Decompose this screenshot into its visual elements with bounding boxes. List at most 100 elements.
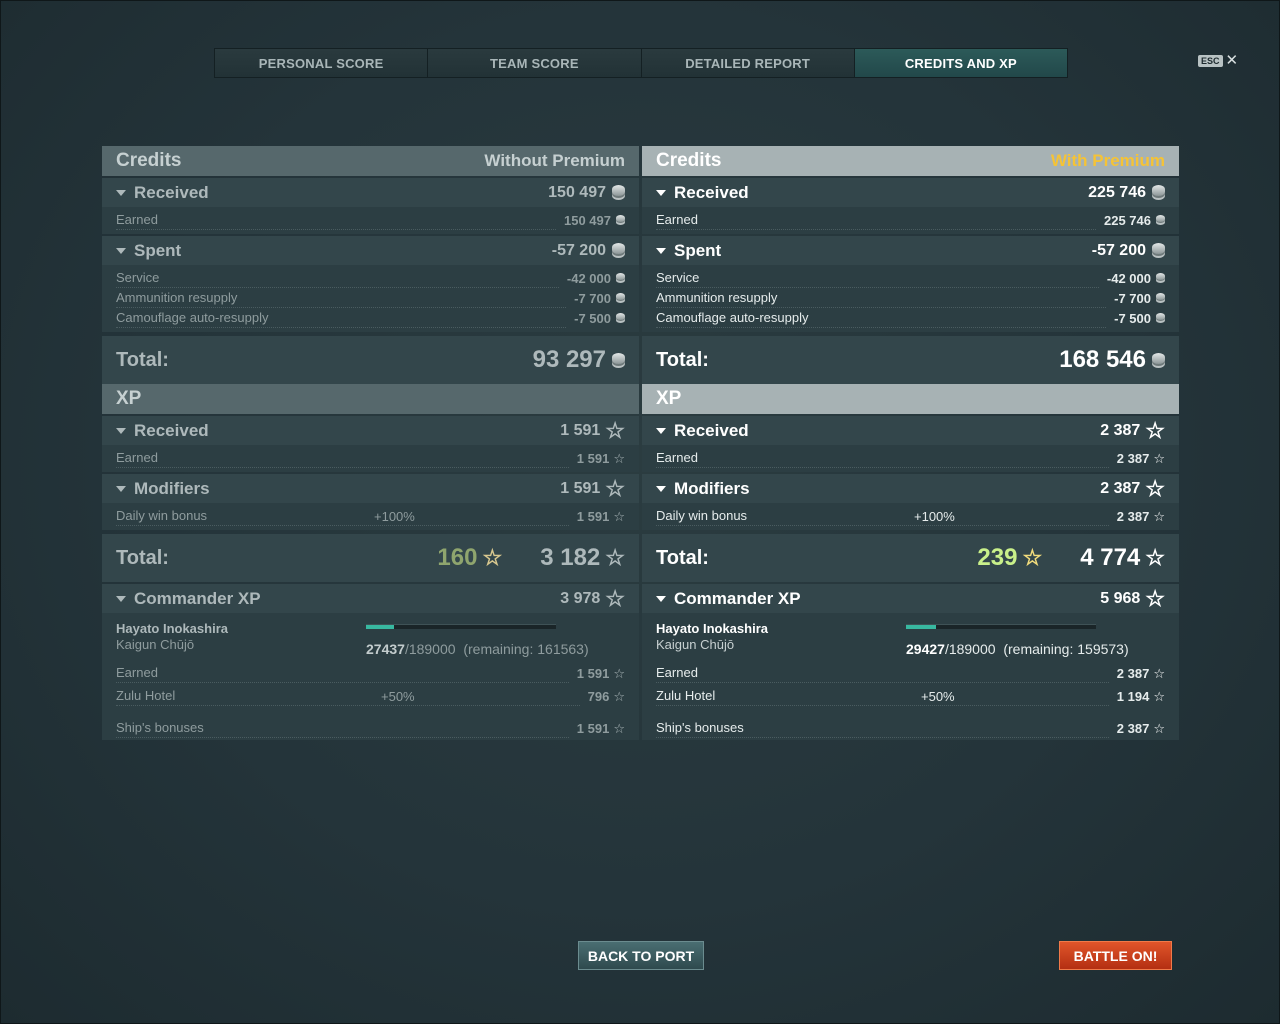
row-value: -7 500	[574, 310, 611, 326]
row-value: 2 387	[1116, 720, 1150, 736]
xp-received-section[interactable]: Received 2 387 ☆	[642, 416, 1179, 445]
xp-modifiers-section[interactable]: Modifiers 2 387 ☆	[642, 474, 1179, 503]
collapse-triangle-icon	[116, 427, 126, 434]
row-value: 2 387	[1116, 508, 1150, 524]
list-item: Ammunition resupply -7 700	[642, 288, 1179, 308]
total-label: Total:	[656, 546, 709, 569]
total-label: Total:	[116, 546, 169, 569]
credits-coin-icon	[612, 185, 625, 196]
total-value: 3 182	[540, 544, 601, 571]
row-value: 1 591	[576, 720, 610, 736]
section-value: 1 591	[560, 421, 601, 439]
tab-personal-score[interactable]: PERSONAL SCORE	[215, 49, 429, 77]
list-item: Service -42 000	[102, 268, 639, 288]
row-value: -7 700	[1114, 290, 1151, 306]
tab-team-score[interactable]: TEAM SCORE	[428, 49, 642, 77]
section-value: -57 200	[551, 241, 606, 259]
section-label: Received	[134, 182, 209, 202]
battle-button[interactable]: BATTLE ON!	[1059, 941, 1172, 970]
section-label: Received	[674, 420, 749, 440]
section-value: -57 200	[1091, 241, 1146, 259]
row-value: 2 387	[1116, 665, 1150, 681]
xp-received-rows: Earned 2 387 ☆	[642, 445, 1179, 472]
section-value: 1 591	[560, 479, 601, 497]
list-item: Earned 2 387 ☆	[656, 663, 1165, 683]
list-item: Earned 150 497	[102, 210, 639, 230]
row-value: -42 000	[1106, 270, 1151, 286]
list-item: Camouflage auto-resupply -7 500	[102, 308, 639, 328]
commander-xp-section[interactable]: Commander XP 5 968 ☆	[642, 584, 1179, 613]
collapse-triangle-icon	[656, 247, 666, 254]
commander-progress-text: 29427/189000 (remaining: 159573)	[906, 641, 1129, 657]
xp-star-icon: ☆	[605, 545, 625, 570]
credits-coin-icon	[612, 352, 625, 364]
xp-star-icon: ☆	[605, 585, 625, 611]
bonus-percent: +50%	[381, 688, 415, 704]
xp-star-icon: ☆	[1145, 545, 1165, 570]
spent-rows: Service -42 000 Ammunition resupply -7 700…	[102, 265, 639, 332]
collapse-triangle-icon	[656, 595, 666, 602]
modifier-rows: Daily win bonus +100% 2 387 ☆	[642, 503, 1179, 530]
tab-bar: PERSONAL SCORE TEAM SCORE DETAILED REPOR…	[214, 48, 1068, 78]
credits-coin-icon	[1156, 215, 1165, 222]
collapse-triangle-icon	[656, 485, 666, 492]
xp-star-icon: ☆	[1145, 475, 1165, 501]
commander-rank: Kaigun Chūjō	[116, 637, 195, 652]
back-to-port-button[interactable]: BACK TO PORT	[578, 941, 704, 970]
xp-modifiers-section[interactable]: Modifiers 1 591 ☆	[102, 474, 639, 503]
row-label: Ship's bonuses	[656, 719, 1109, 738]
commander-xp-section[interactable]: Commander XP 3 978 ☆	[102, 584, 639, 613]
credits-spent-section[interactable]: Spent -57 200	[642, 236, 1179, 265]
row-label: Zulu Hotel	[656, 687, 1109, 706]
bonus-percent: +50%	[921, 688, 955, 704]
xp-star-icon: ☆	[613, 720, 625, 736]
tab-credits-and-xp[interactable]: CREDITS AND XP	[854, 49, 1067, 77]
commander-progress-bar	[906, 624, 1096, 629]
row-label: Service	[116, 269, 559, 288]
esc-key-label: ESC	[1198, 55, 1223, 67]
credits-received-section[interactable]: Received 150 497	[102, 178, 639, 207]
commander-name: Hayato Inokashira	[656, 621, 768, 636]
section-label: Spent	[134, 240, 182, 260]
xp-total: Total: 160 ☆ 3 182 ☆	[102, 534, 639, 582]
total-value: 93 297	[532, 346, 606, 373]
xp-total: Total: 239 ☆ 4 774 ☆	[642, 534, 1179, 582]
received-rows: Earned 225 746	[642, 207, 1179, 234]
section-label: Modifiers	[674, 478, 750, 498]
credits-received-section[interactable]: Received 225 746	[642, 178, 1179, 207]
list-item: Ship's bonuses 1 591 ☆	[116, 718, 625, 738]
commander-progress-text: 27437/189000 (remaining: 161563)	[366, 641, 589, 657]
xp-received-section[interactable]: Received 1 591 ☆	[102, 416, 639, 445]
credits-title: Credits	[656, 150, 722, 171]
list-item: Zulu Hotel +50% 1 194 ☆	[656, 686, 1165, 706]
credits-header: Credits Without Premium	[102, 146, 639, 176]
row-label: Camouflage auto-resupply	[116, 309, 567, 328]
row-label: Daily win bonus	[656, 507, 1109, 526]
list-item: Ammunition resupply -7 700	[102, 288, 639, 308]
total-label: Total:	[656, 348, 709, 371]
list-item: Earned 1 591 ☆	[102, 448, 639, 468]
progress-fill	[366, 625, 394, 629]
premium-mode-label: Without Premium	[484, 151, 625, 170]
section-label: Commander XP	[674, 588, 801, 608]
free-xp-star-icon: ☆	[482, 545, 503, 570]
close-button[interactable]: ESC ✕	[1198, 53, 1238, 68]
tab-detailed-report[interactable]: DETAILED REPORT	[641, 49, 855, 77]
progress-current: 27437	[366, 641, 405, 657]
credits-coin-icon	[616, 313, 625, 320]
credits-spent-section[interactable]: Spent -57 200	[102, 236, 639, 265]
row-label: Ammunition resupply	[116, 289, 567, 308]
progress-fill	[906, 625, 936, 629]
section-value: 5 968	[1100, 589, 1141, 607]
credits-title: Credits	[116, 150, 182, 171]
list-item: Daily win bonus +100% 1 591 ☆	[102, 506, 639, 526]
row-value: -7 700	[574, 290, 611, 306]
xp-star-icon: ☆	[1145, 417, 1165, 443]
xp-star-icon: ☆	[1153, 688, 1165, 704]
collapse-triangle-icon	[116, 189, 126, 196]
row-label: Earned	[656, 664, 1109, 683]
credits-coin-icon	[1156, 293, 1165, 300]
progress-max: /189000	[404, 641, 456, 657]
row-label: Earned	[116, 664, 569, 683]
collapse-triangle-icon	[656, 189, 666, 196]
